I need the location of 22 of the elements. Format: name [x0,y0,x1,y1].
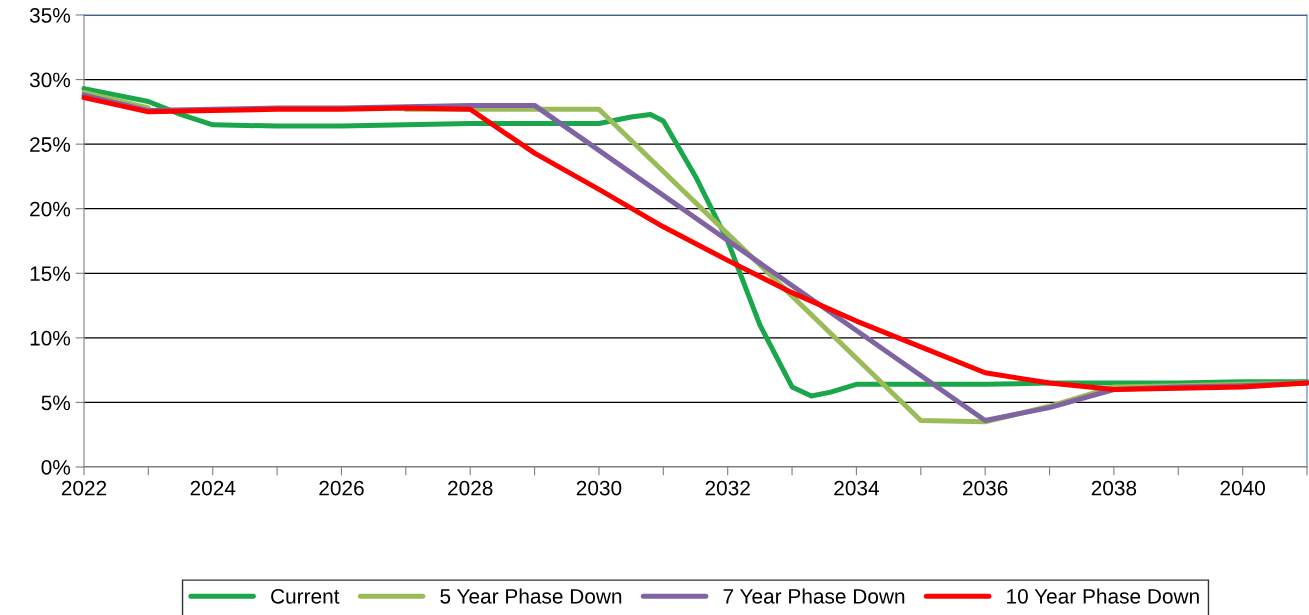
legend-label: 5 Year Phase Down [440,588,622,604]
x-tick-label: 2040 [1220,480,1265,496]
y-tick-label: 20% [30,201,71,217]
y-tick-label: 10% [30,330,71,346]
y-tick-label: 25% [30,137,71,152]
x-tick-label: 2030 [576,480,622,496]
x-tick-label: 2022 [61,480,107,496]
x-tick-label: 2034 [834,480,879,496]
y-tick-label: 30% [29,72,71,88]
legend-label: Current [271,588,340,604]
y-tick-label: 15% [30,266,71,282]
x-tick-label: 2036 [963,480,1008,496]
legend-label: 10 Year Phase Down [1007,588,1199,604]
legend-label: 7 Year Phase Down [723,588,905,604]
x-tick-label: 2026 [319,480,364,496]
x-tick-label: 2024 [190,480,236,496]
x-tick-label: 2028 [448,480,493,496]
x-tick-label: 2038 [1091,480,1137,496]
y-tick-label: 5% [41,395,71,411]
y-tick-label: 0% [41,460,71,475]
x-tick-label: 2032 [705,480,750,496]
y-tick-label: 35% [29,8,71,23]
